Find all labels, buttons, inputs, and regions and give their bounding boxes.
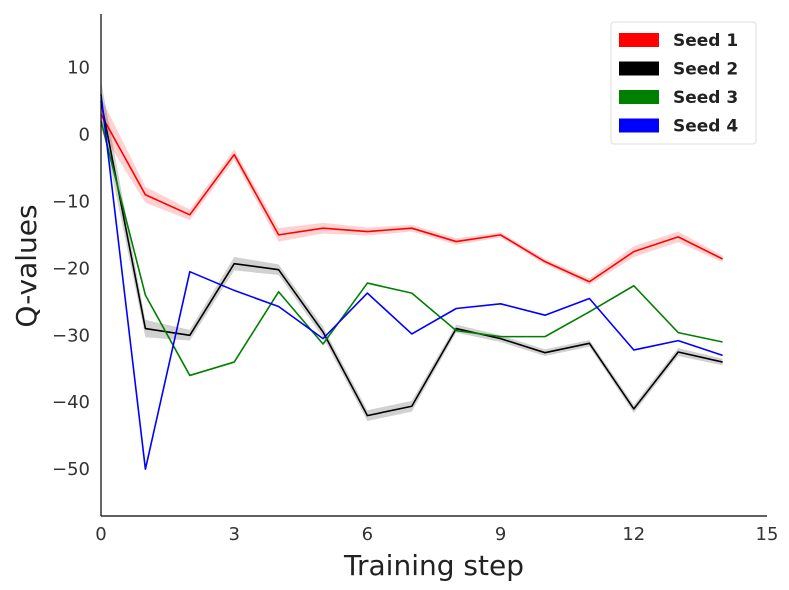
- x-tick-label: 15: [756, 524, 779, 545]
- seed-2-line: [100, 100, 723, 417]
- y-tick-label: 0: [79, 124, 90, 145]
- y-tick-label: −20: [52, 258, 90, 279]
- legend-label-seed-4: Seed 4: [673, 117, 738, 137]
- legend-swatch-seed-3: [619, 90, 659, 104]
- legend: Seed 1 Seed 2 Seed 3 Seed 4: [610, 21, 757, 145]
- y-axis-label: Q-values: [10, 204, 43, 327]
- y-tick-label: −50: [52, 459, 90, 480]
- x-tick-label: 9: [495, 524, 506, 545]
- y-tick-label: −40: [52, 392, 90, 413]
- x-tick-label: 12: [622, 524, 645, 545]
- x-tick-label: 6: [362, 524, 373, 545]
- legend-label-seed-3: Seed 3: [673, 88, 738, 108]
- y-tick-label: −30: [52, 325, 90, 346]
- seed-4-line: [100, 94, 723, 470]
- legend-label-seed-2: Seed 2: [673, 60, 738, 80]
- legend-label-seed-1: Seed 1: [673, 31, 738, 51]
- x-tick-label: 0: [95, 524, 106, 545]
- legend-swatch-seed-4: [619, 118, 659, 133]
- x-tick-labels: 0 3 6 9 12 15: [95, 524, 778, 545]
- y-tick-label: 10: [67, 58, 90, 79]
- y-tick-label: −10: [52, 191, 90, 212]
- legend-box: [610, 21, 757, 145]
- legend-swatch-seed-1: [619, 33, 659, 47]
- seed-1-line: [100, 114, 723, 283]
- legend-swatch-seed-2: [619, 61, 659, 76]
- y-tick-labels: 10 0 −10 −20 −30 −40 −50: [52, 58, 90, 481]
- x-axis-label: Training step: [343, 549, 524, 582]
- series-lines: [100, 94, 723, 470]
- axes: [100, 14, 767, 517]
- seed-3-line: [100, 120, 723, 377]
- x-tick-label: 3: [228, 524, 239, 545]
